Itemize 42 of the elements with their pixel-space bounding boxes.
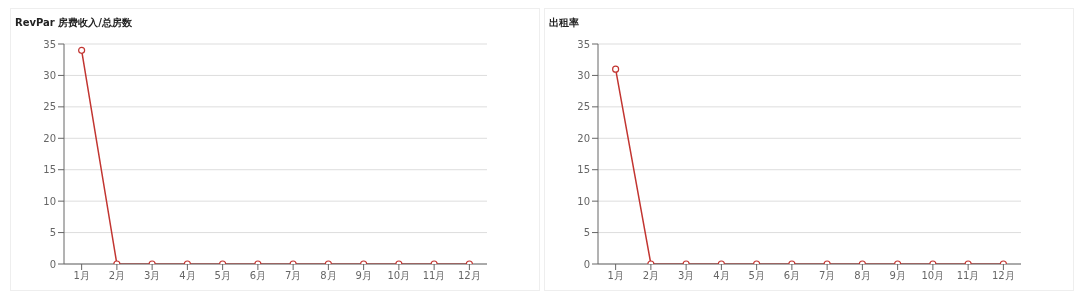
y-tick-label: 30 xyxy=(43,69,56,81)
x-tick-label: 12月 xyxy=(458,270,481,282)
x-tick-label: 3月 xyxy=(677,270,695,282)
x-tick-label: 9月 xyxy=(355,270,372,282)
x-tick-label: 8月 xyxy=(320,270,337,282)
x-tick-label: 4月 xyxy=(179,270,196,282)
x-tick-label: 12月 xyxy=(992,270,1015,282)
y-tick-label: 5 xyxy=(49,227,56,239)
y-tick-label: 35 xyxy=(43,38,56,50)
x-tick-label: 1月 xyxy=(607,270,624,282)
y-tick-label: 0 xyxy=(583,258,590,270)
y-tick-label: 25 xyxy=(577,101,590,113)
x-tick-label: 4月 xyxy=(713,270,730,282)
y-tick-label: 20 xyxy=(43,132,56,144)
chart-title: RevPar 房费收入/总房数 xyxy=(14,16,133,30)
x-tick-label: 5月 xyxy=(748,270,765,282)
chart-title: 出租率 xyxy=(548,16,580,30)
x-tick-label: 7月 xyxy=(284,270,302,282)
x-tick-label: 9月 xyxy=(889,270,906,282)
x-tick-label: 6月 xyxy=(249,270,267,282)
x-tick-label: 1月 xyxy=(73,270,90,282)
x-tick-label: 3月 xyxy=(143,270,161,282)
x-tick-label: 5月 xyxy=(214,270,231,282)
x-tick-label: 2月 xyxy=(108,270,126,282)
y-tick-label: 20 xyxy=(577,132,590,144)
y-tick-label: 15 xyxy=(43,164,56,176)
y-tick-label: 0 xyxy=(49,258,56,270)
x-tick-label: 10月 xyxy=(387,270,411,282)
x-tick-label: 11月 xyxy=(422,270,446,282)
y-tick-label: 5 xyxy=(583,227,590,239)
x-tick-label: 10月 xyxy=(921,270,945,282)
x-tick-label: 7月 xyxy=(818,270,836,282)
x-tick-label: 6月 xyxy=(783,270,801,282)
x-tick-label: 11月 xyxy=(956,270,980,282)
x-tick-label: 8月 xyxy=(854,270,871,282)
y-tick-label: 10 xyxy=(43,195,56,207)
y-tick-label: 15 xyxy=(577,164,590,176)
y-tick-label: 35 xyxy=(577,38,590,50)
y-tick-label: 10 xyxy=(577,195,590,207)
x-tick-label: 2月 xyxy=(642,270,660,282)
y-tick-label: 25 xyxy=(43,101,56,113)
y-tick-label: 30 xyxy=(577,69,590,81)
